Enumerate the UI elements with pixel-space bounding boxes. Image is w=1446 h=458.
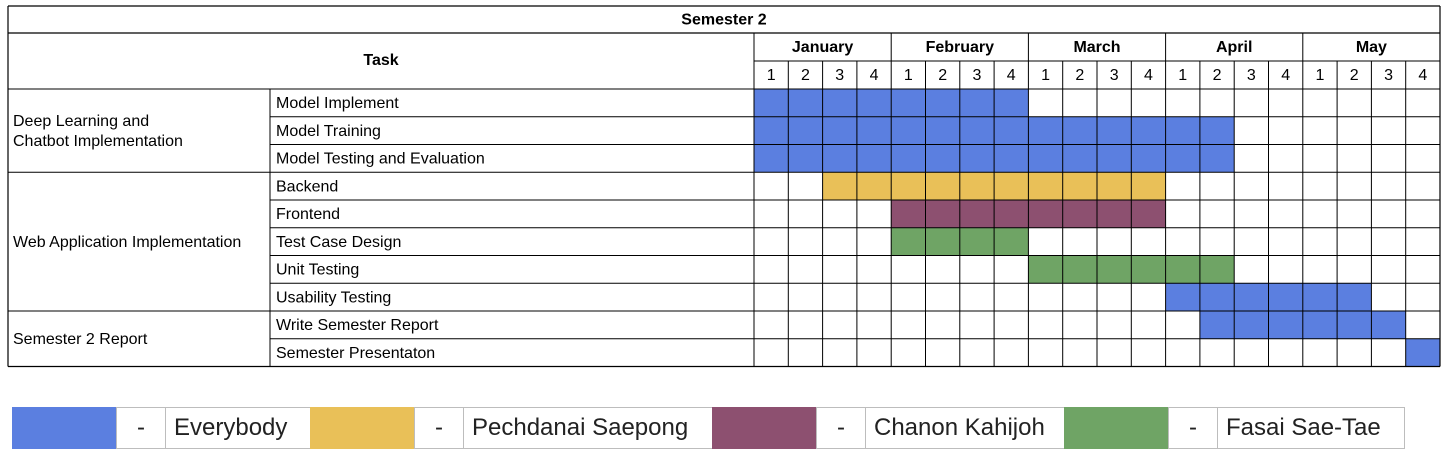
task-name: Test Case Design [276, 234, 401, 251]
month-label: February [926, 39, 995, 56]
task-name: Semester Presentaton [276, 345, 435, 362]
week-label: 1 [1041, 67, 1050, 84]
legend-label: Pechdanai Saepong [463, 407, 713, 449]
week-label: 4 [1144, 67, 1153, 84]
task-name: Unit Testing [276, 262, 359, 279]
group-name: Semester 2 Report [13, 331, 148, 348]
week-label: 2 [1075, 67, 1084, 84]
task-name: Model Training [276, 123, 381, 140]
legend: - Everybody - Pechdanai Saepong - Chanon Kahi… [12, 407, 1405, 451]
task-name: Model Implement [276, 95, 399, 112]
week-label: 3 [835, 67, 844, 84]
week-label: 1 [1178, 67, 1187, 84]
week-label: 1 [767, 67, 776, 84]
task-name: Backend [276, 178, 338, 195]
task-name: Frontend [276, 206, 340, 223]
month-label: March [1073, 39, 1120, 56]
legend-dash: - [116, 407, 166, 449]
month-label: April [1216, 39, 1252, 56]
legend-dash: - [1168, 407, 1218, 449]
month-label: May [1356, 39, 1387, 56]
week-label: 3 [1247, 67, 1256, 84]
week-label: 3 [972, 67, 981, 84]
legend-label: Everybody [165, 407, 311, 449]
group-name: Deep Learning and [13, 113, 149, 130]
group-name: Web Application Implementation [13, 234, 241, 251]
legend-swatch [12, 407, 117, 449]
week-label: 1 [904, 67, 913, 84]
legend-swatch [1064, 407, 1169, 449]
week-label: 4 [1281, 67, 1290, 84]
legend-label: Chanon Kahijoh [865, 407, 1065, 449]
week-label: 2 [1350, 67, 1359, 84]
week-label: 2 [938, 67, 947, 84]
week-label: 1 [1315, 67, 1324, 84]
week-label: 3 [1110, 67, 1119, 84]
task-header: Task [363, 52, 398, 69]
gantt-chart: Semester 2 Task January February March April M… [7, 5, 1441, 368]
group-name: Chatbot Implementation [13, 133, 183, 150]
week-label: 2 [1213, 67, 1222, 84]
week-label: 4 [1418, 67, 1427, 84]
task-name: Usability Testing [276, 289, 391, 306]
week-label: 4 [1007, 67, 1016, 84]
legend-dash: - [414, 407, 464, 449]
legend-swatch [310, 407, 415, 449]
legend-label: Fasai Sae-Tae [1217, 407, 1405, 449]
week-label: 4 [870, 67, 879, 84]
week-label: 2 [801, 67, 810, 84]
gantt-bar [1405, 338, 1440, 367]
legend-dash: - [816, 407, 866, 449]
task-name: Model Testing and Evaluation [276, 151, 485, 168]
task-name: Write Semester Report [276, 317, 439, 334]
month-label: January [792, 39, 853, 56]
chart-title: Semester 2 [681, 12, 766, 29]
legend-swatch [712, 407, 817, 449]
week-label: 3 [1384, 67, 1393, 84]
